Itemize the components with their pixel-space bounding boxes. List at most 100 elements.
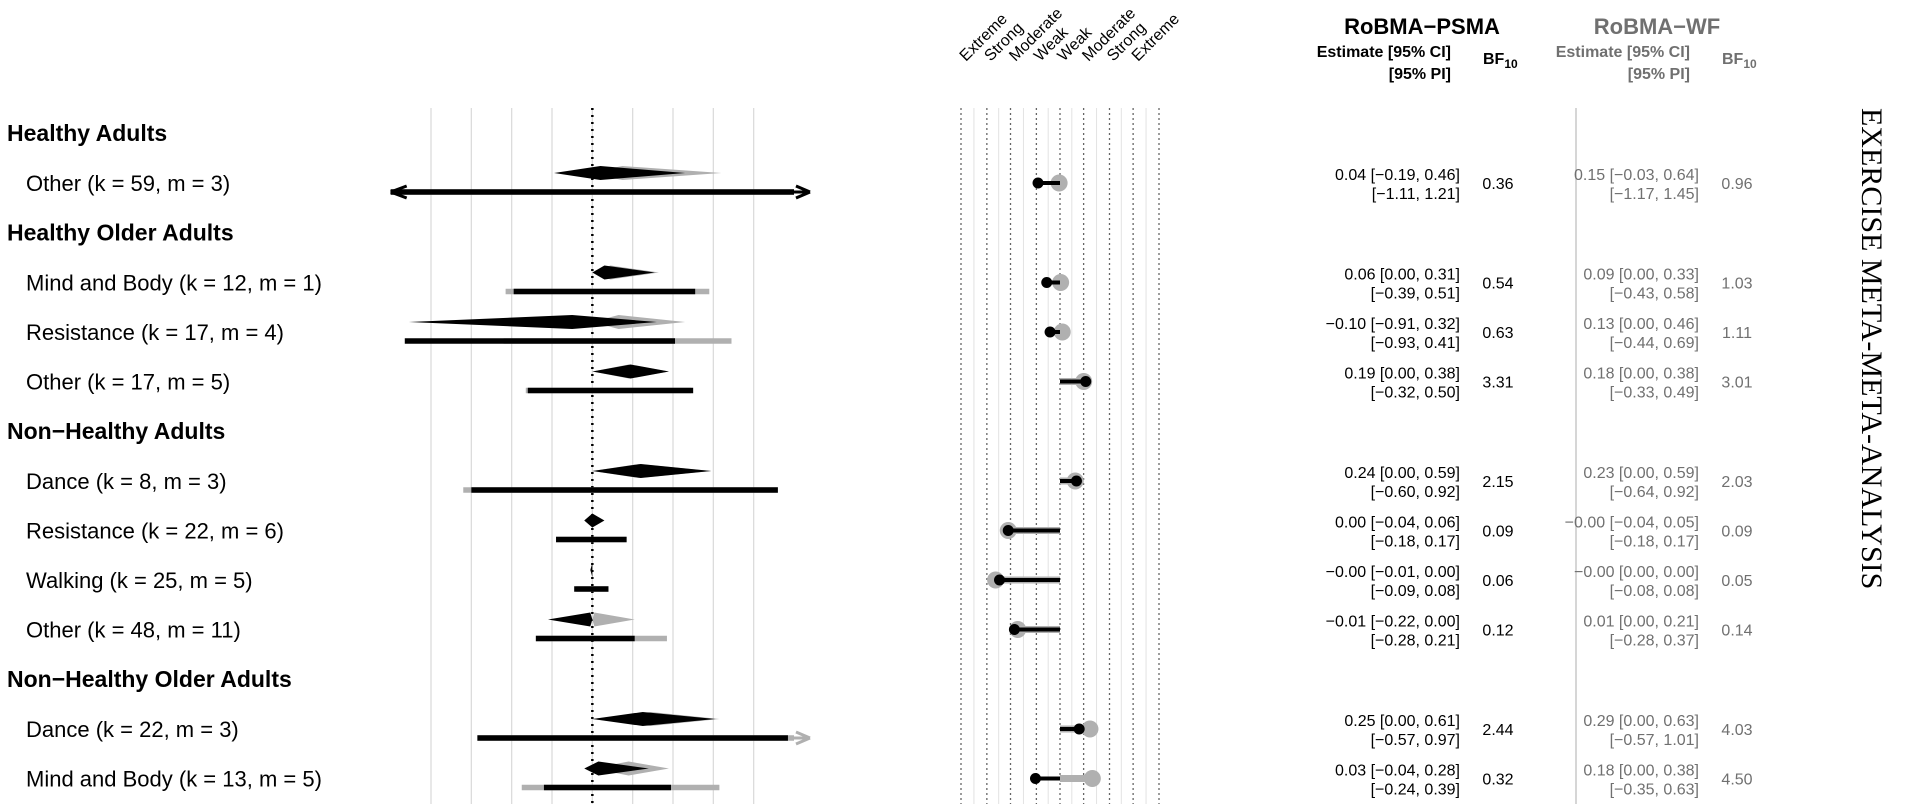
psma-estimate-label: Estimate [95% CI]: [1317, 44, 1451, 61]
study-label: Other (k = 59, m = 3): [26, 171, 230, 196]
wf-pi-text: [−0.35, 0.63]: [1610, 782, 1699, 799]
psma-bf-point: [1070, 475, 1082, 487]
psma-bf-label: BF10: [1483, 51, 1518, 71]
group-label: Non−Healthy Adults: [7, 418, 225, 444]
psma-bf-point: [1073, 723, 1085, 735]
psma-pi-text: [−0.57, 0.97]: [1371, 732, 1460, 749]
wf-bf-text: 0.09: [1721, 524, 1752, 541]
wf-pi-text: [−0.33, 0.49]: [1610, 385, 1699, 402]
psma-ci-diamond: [547, 612, 593, 627]
psma-pi-text: [−0.09, 0.08]: [1371, 583, 1460, 600]
psma-bf-text: 2.15: [1482, 474, 1513, 491]
psma-title: RoBMA−PSMA: [1344, 14, 1500, 39]
wf-pi-bar-arrow-right: [794, 730, 811, 746]
wf-bf-point: [1081, 720, 1099, 738]
psma-pi-text: [−0.18, 0.17]: [1371, 534, 1460, 551]
psma-estimate-text: 0.24 [0.00, 0.59]: [1344, 465, 1460, 482]
psma-estimate-text: −0.10 [−0.91, 0.32]: [1326, 316, 1460, 333]
study-label: Resistance (k = 22, m = 6): [26, 519, 284, 544]
psma-ci-diamond: [584, 513, 605, 528]
wf-estimate-text: 0.18 [0.00, 0.38]: [1583, 763, 1699, 780]
study-label: Dance (k = 8, m = 3): [26, 469, 227, 494]
psma-ci-diamond: [408, 315, 657, 329]
psma-bf-point: [1044, 326, 1056, 338]
wf-pi-text: [−0.08, 0.08]: [1610, 583, 1699, 600]
psma-bf-text: 0.09: [1482, 524, 1513, 541]
wf-title: RoBMA−WF: [1594, 14, 1720, 39]
wf-pi-label: [95% PI]: [1628, 66, 1690, 83]
wf-pi-text: [−0.43, 0.58]: [1610, 286, 1699, 303]
study-label: Walking (k = 25, m = 5): [26, 568, 253, 593]
psma-estimate-text: 0.03 [−0.04, 0.28]: [1335, 763, 1460, 780]
wf-bf-text: 4.50: [1721, 772, 1752, 789]
psma-bf-point: [1032, 177, 1044, 189]
wf-pi-text: [−1.17, 1.45]: [1610, 186, 1699, 203]
wf-bf-text: 3.01: [1721, 375, 1752, 392]
wf-bf-text: 4.03: [1721, 722, 1752, 739]
psma-bf-text: 0.06: [1482, 573, 1513, 590]
wf-bf-text: 0.96: [1721, 176, 1752, 193]
grid-layer: [430, 108, 1577, 804]
wf-estimate-text: 0.01 [0.00, 0.21]: [1583, 614, 1699, 631]
psma-bf-point: [1080, 376, 1092, 387]
psma-ci-diamond: [592, 712, 716, 726]
wf-pi-text: [−0.44, 0.69]: [1610, 335, 1699, 352]
psma-pi-text: [−0.60, 0.92]: [1371, 484, 1460, 501]
psma-pi-text: [−0.28, 0.21]: [1371, 633, 1460, 650]
marks-layer: [390, 166, 1101, 791]
wf-bf-text: 0.05: [1721, 573, 1752, 590]
wf-bf-point: [1053, 323, 1071, 341]
psma-ci-diamond: [554, 166, 686, 180]
psma-bf-point: [1030, 773, 1042, 784]
wf-estimate-text: −0.00 [0.00, 0.00]: [1574, 564, 1699, 581]
psma-ci-diamond: [592, 364, 669, 379]
wf-estimate-text: 0.15 [−0.03, 0.64]: [1574, 167, 1699, 184]
psma-ci-diamond: [592, 265, 655, 280]
psma-bf-text: 0.12: [1482, 623, 1513, 640]
wf-bf-text: 0.14: [1721, 623, 1752, 640]
text-layer: RoBMA−PSMA Estimate [95% CI] [95% PI] BF…: [7, 5, 1888, 799]
group-label: Healthy Adults: [7, 120, 167, 146]
wf-estimate-text: 0.13 [0.00, 0.46]: [1583, 316, 1699, 333]
psma-pi-text: [−1.11, 1.21]: [1372, 186, 1460, 203]
psma-pi-bar-arrow-left: [390, 184, 408, 200]
psma-pi-text: [−0.32, 0.50]: [1371, 385, 1460, 402]
study-label: Other (k = 48, m = 11): [26, 618, 241, 643]
wf-bf-point: [1052, 274, 1070, 291]
psma-pi-text: [−0.93, 0.41]: [1371, 335, 1460, 352]
study-label: Dance (k = 22, m = 3): [26, 717, 239, 742]
wf-bf-label: BF10: [1722, 51, 1757, 71]
wf-pi-text: [−0.28, 0.37]: [1610, 633, 1699, 650]
psma-pi-text: [−0.24, 0.39]: [1371, 782, 1460, 799]
psma-estimate-text: −0.01 [−0.22, 0.00]: [1326, 614, 1460, 631]
wf-bf-point: [1083, 770, 1101, 787]
wf-estimate-text: 0.18 [0.00, 0.38]: [1583, 366, 1699, 383]
psma-estimate-text: 0.19 [0.00, 0.38]: [1344, 366, 1460, 383]
wf-estimate-text: 0.23 [0.00, 0.59]: [1583, 465, 1699, 482]
wf-bf-text: 2.03: [1721, 474, 1752, 491]
psma-bf-point: [994, 574, 1006, 586]
study-label: Resistance (k = 17, m = 4): [26, 320, 284, 345]
wf-estimate-text: 0.09 [0.00, 0.33]: [1583, 267, 1699, 284]
wf-estimate-text: −0.00 [−0.04, 0.05]: [1565, 515, 1699, 532]
study-label: Other (k = 17, m = 5): [26, 370, 230, 395]
psma-pi-text: [−0.39, 0.51]: [1371, 286, 1460, 303]
psma-bf-text: 0.36: [1482, 176, 1513, 193]
psma-estimate-text: 0.06 [0.00, 0.31]: [1344, 267, 1460, 284]
wf-estimate-label: Estimate [95% CI]: [1556, 44, 1690, 61]
study-label: Mind and Body (k = 12, m = 1): [26, 271, 322, 296]
wf-estimate-text: 0.29 [0.00, 0.63]: [1583, 713, 1699, 730]
psma-bf-text: 0.54: [1482, 276, 1513, 293]
wf-bf-text: 1.11: [1722, 325, 1752, 342]
psma-bf-text: 0.32: [1482, 772, 1513, 789]
wf-pi-text: [−0.57, 1.01]: [1610, 732, 1699, 749]
psma-pi-label: [95% PI]: [1389, 66, 1451, 83]
psma-ci-diamond: [584, 761, 649, 776]
wf-ci-diamond: [592, 612, 635, 627]
psma-bf-point: [1041, 277, 1053, 288]
psma-bf-text: 2.44: [1482, 722, 1513, 739]
psma-estimate-text: 0.04 [−0.19, 0.46]: [1335, 167, 1460, 184]
wf-pi-text: [−0.18, 0.17]: [1610, 534, 1699, 551]
psma-estimate-text: 0.25 [0.00, 0.61]: [1344, 713, 1460, 730]
